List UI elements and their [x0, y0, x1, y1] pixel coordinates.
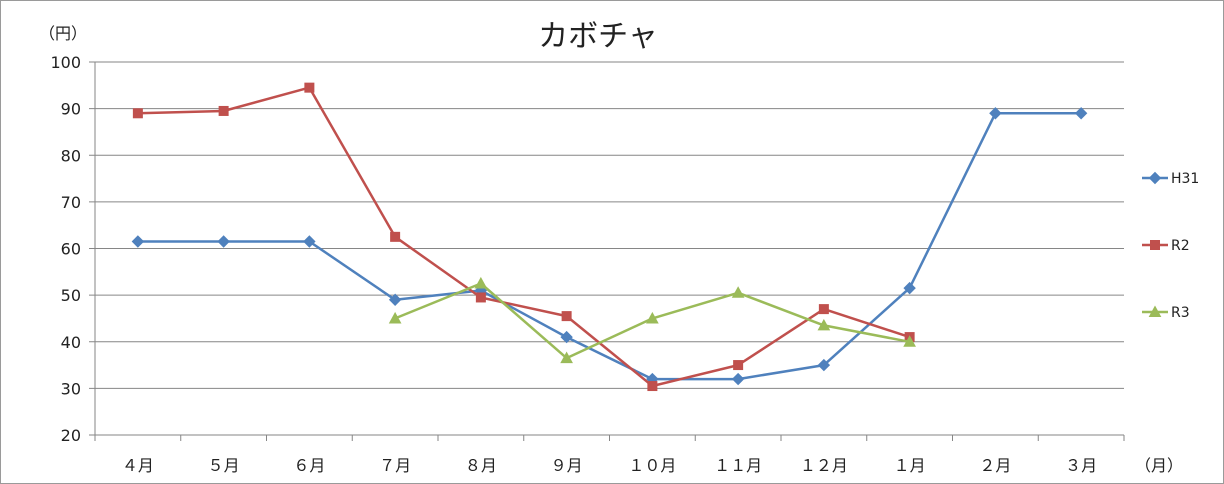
- y-axis-unit-label: （円）: [39, 24, 87, 43]
- data-point: [217, 235, 230, 248]
- y-tick-label: 80: [61, 146, 81, 165]
- x-tick-label: １１月: [714, 456, 762, 475]
- data-point: [818, 304, 829, 315]
- data-point: [989, 107, 1002, 120]
- data-point: [561, 311, 572, 322]
- data-point: [560, 351, 573, 364]
- legend-marker: [1148, 305, 1162, 317]
- x-tick-label: ８月: [465, 456, 497, 475]
- data-point: [132, 108, 143, 119]
- data-point: [903, 281, 916, 295]
- x-tick-label: ５月: [208, 456, 240, 475]
- y-tick-label: 100: [50, 53, 81, 72]
- data-point: [218, 105, 229, 116]
- data-point: [1074, 107, 1088, 120]
- data-point: [475, 292, 486, 303]
- data-point: [303, 235, 316, 248]
- legend-marker: [1148, 171, 1162, 185]
- x-tick-label: ６月: [293, 456, 325, 475]
- y-tick-label: 60: [61, 240, 81, 259]
- y-tick-label: 30: [61, 379, 81, 398]
- legend-entry-h31: H31: [1142, 171, 1199, 187]
- y-tick-label: 70: [61, 193, 81, 212]
- series-h31: [131, 107, 1088, 386]
- y-tick-label: 90: [61, 100, 81, 119]
- x-tick-label: ３月: [1065, 456, 1097, 475]
- data-point: [388, 311, 402, 324]
- data-point: [390, 231, 401, 242]
- series-r2: [132, 82, 915, 392]
- data-point: [304, 82, 315, 93]
- data-point: [647, 381, 658, 392]
- x-tick-label: ９月: [551, 456, 583, 475]
- legend-entry-r2: R2: [1142, 238, 1190, 254]
- x-tick-label: １０月: [628, 456, 676, 475]
- legend-marker: [1150, 240, 1160, 250]
- x-tick-label: ４月: [122, 456, 154, 475]
- x-tick-label: ７月: [379, 456, 411, 475]
- y-tick-label: 50: [61, 286, 81, 305]
- data-point: [388, 293, 402, 306]
- x-axis-unit-label: （月）: [1135, 456, 1183, 475]
- data-point: [903, 335, 916, 347]
- data-point: [731, 286, 745, 298]
- data-point: [474, 276, 488, 289]
- data-point: [817, 318, 831, 331]
- series-line: [137, 112, 1082, 381]
- data-point: [560, 330, 573, 344]
- legend-label: R3: [1171, 305, 1190, 321]
- data-point: [731, 372, 745, 386]
- x-tick-label: １月: [894, 456, 926, 475]
- series-line: [137, 86, 910, 388]
- chart-title: カボチャ: [538, 19, 658, 54]
- data-point: [131, 235, 145, 248]
- x-tick-label: １２月: [800, 456, 848, 475]
- x-tick-label: ２月: [979, 456, 1011, 475]
- legend-entry-r3: R3: [1142, 305, 1190, 321]
- data-point: [646, 311, 659, 324]
- legend-label: R2: [1171, 238, 1190, 254]
- y-tick-label: 20: [61, 426, 81, 445]
- data-point: [817, 358, 831, 372]
- data-point: [733, 360, 744, 371]
- series-r3: [388, 276, 916, 364]
- legend-label: H31: [1171, 171, 1199, 187]
- y-tick-label: 40: [61, 333, 81, 352]
